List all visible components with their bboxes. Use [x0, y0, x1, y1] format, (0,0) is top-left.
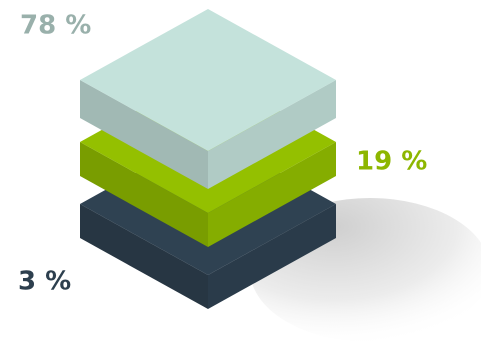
- layer-left-face: [80, 80, 208, 189]
- layer-top-face: [80, 9, 336, 151]
- layer: [80, 9, 336, 189]
- layer-left-face: [80, 142, 208, 247]
- value-label: 19 %: [356, 147, 427, 177]
- value-label: 3 %: [18, 267, 71, 297]
- layer-left-face: [80, 204, 208, 309]
- layer-right-face: [208, 204, 336, 309]
- layer-right-face: [208, 80, 336, 189]
- value-label: 78 %: [20, 11, 91, 41]
- layer-right-face: [208, 142, 336, 247]
